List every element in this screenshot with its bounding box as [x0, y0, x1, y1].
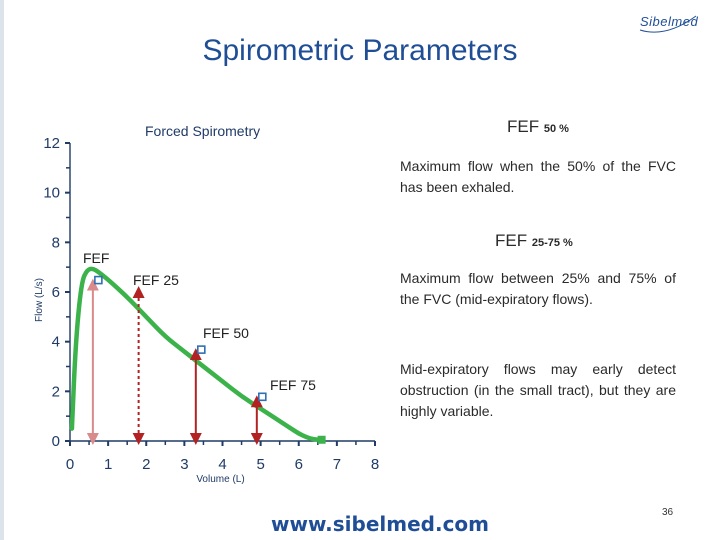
- marker-box: [94, 275, 103, 285]
- fef2575-heading: FEF: [495, 231, 528, 250]
- fef50-description: Maximum flow when the 50% of the FVC has…: [400, 158, 676, 195]
- x-axis-label: Volume (L): [196, 474, 244, 485]
- page-number: 36: [662, 507, 674, 518]
- fef50-heading: FEF: [507, 117, 540, 136]
- marker-label: FEF: [83, 250, 109, 266]
- x-tick-label: 0: [66, 456, 74, 473]
- chart-title: Forced Spirometry: [145, 123, 261, 139]
- y-tick-label: 12: [43, 135, 60, 152]
- flow-volume-curve: [69, 266, 324, 443]
- mid-expiratory-note: Mid-expiratory flows may early detect ob…: [400, 361, 676, 419]
- fef50-block: FEF 50 % Maximum flow when the 50% of th…: [400, 116, 676, 198]
- marker-box: [258, 392, 267, 402]
- x-tick-label: 2: [142, 456, 150, 473]
- y-tick-label: 4: [52, 334, 60, 351]
- fef50-subscript: 50 %: [543, 123, 569, 135]
- x-tick-label: 1: [104, 456, 112, 473]
- y-tick-label: 2: [52, 383, 60, 400]
- y-tick-label: 10: [43, 185, 60, 202]
- fef2575-description: Maximum flow between 25% and 75% of the …: [400, 270, 676, 307]
- page-title: Spirometric Parameters: [202, 34, 518, 67]
- x-tick-label: 5: [256, 456, 264, 473]
- y-tick-label: 8: [52, 234, 60, 251]
- footer-url[interactable]: www.sibelmed.com: [271, 512, 489, 536]
- sibelmed-logo: Sibelmed: [640, 14, 699, 29]
- marker-box: [197, 345, 206, 354]
- curve-end-marker: [317, 435, 326, 444]
- fef2575-subscript: 25-75 %: [531, 237, 573, 249]
- y-axis-label: Flow (L/s): [34, 278, 45, 322]
- y-tick-label: 0: [52, 433, 60, 450]
- marker-label: FEF 25: [133, 272, 179, 288]
- x-tick-label: 8: [371, 456, 379, 473]
- marker-label: FEF 75: [270, 377, 316, 393]
- x-tick-label: 3: [180, 456, 188, 473]
- fef2575-block: FEF 25-75 % Maximum flow between 25% and…: [400, 230, 676, 310]
- x-tick-label: 7: [333, 456, 341, 473]
- logo-swoosh-icon: [639, 15, 697, 33]
- x-tick-label: 4: [218, 456, 226, 473]
- x-tick-label: 6: [295, 456, 303, 473]
- y-tick-label: 6: [52, 284, 60, 301]
- left-edge-rule: [0, 0, 4, 540]
- marker-label: FEF 50: [203, 325, 249, 341]
